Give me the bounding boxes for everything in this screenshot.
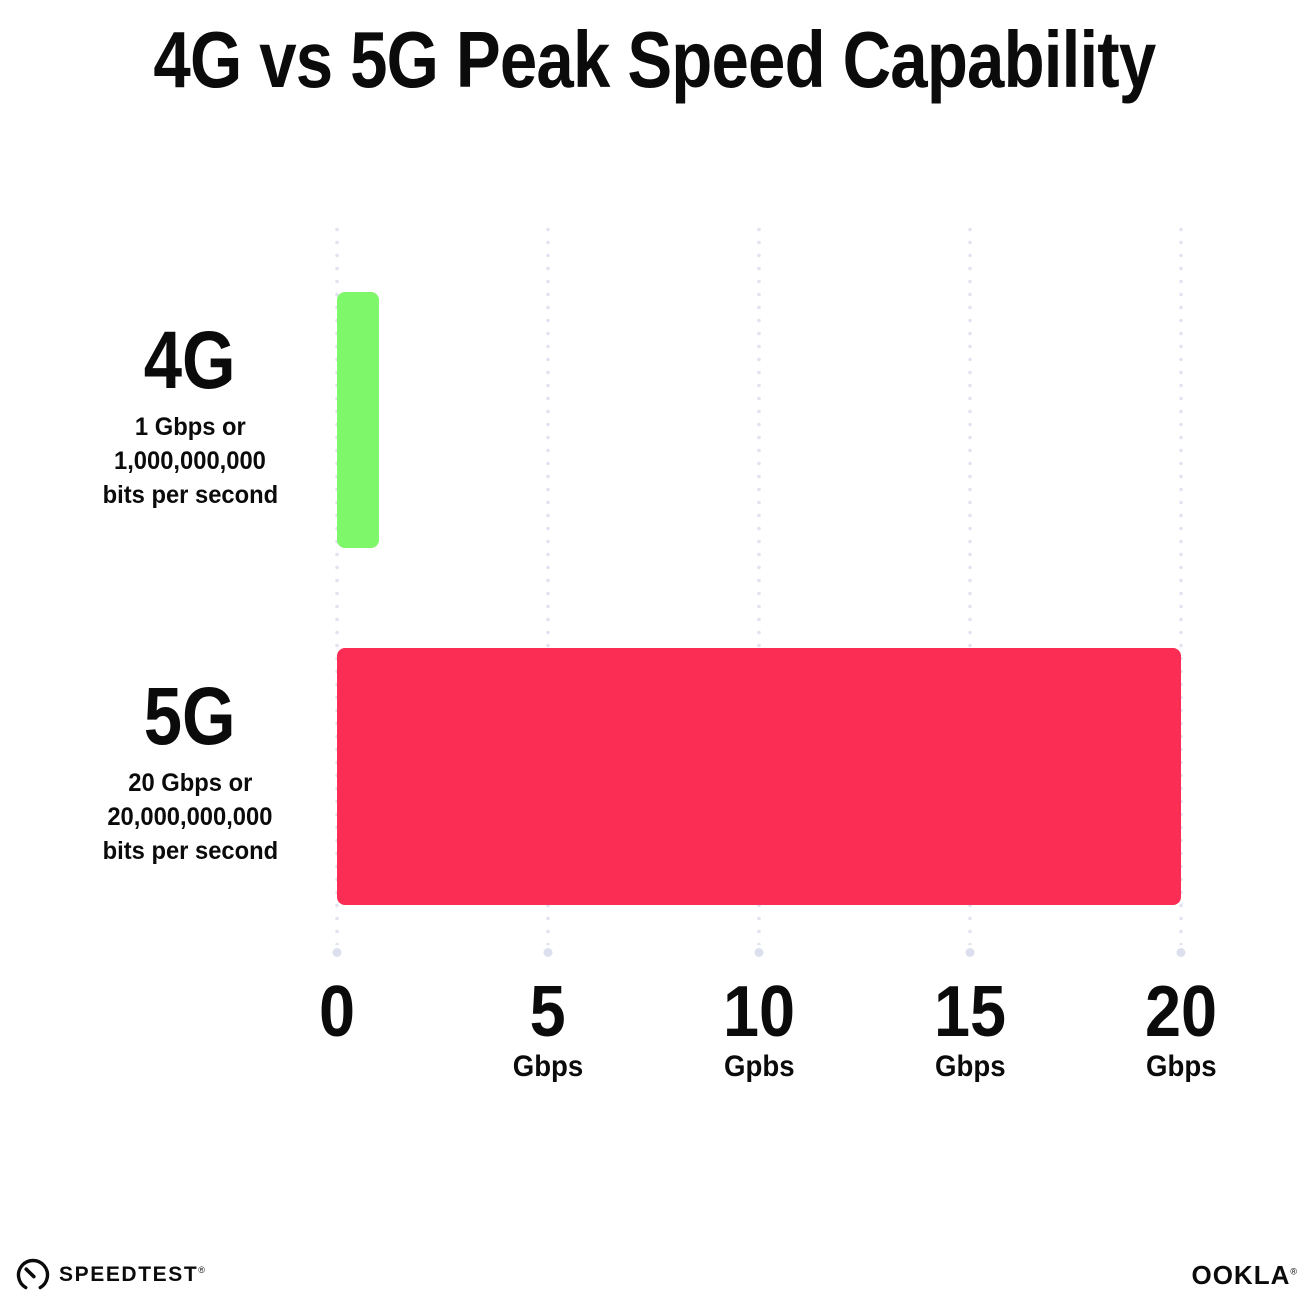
speedtest-logo: SPEEDTEST® (16, 1257, 205, 1293)
speedtest-gauge-icon (16, 1258, 50, 1292)
speedtest-wordmark: SPEEDTEST® (59, 1263, 205, 1286)
gridline-5 (546, 223, 550, 945)
sublabel-line: bits per second (102, 481, 278, 509)
sublabel-line: 20,000,000,000 (107, 803, 273, 831)
category-label-5g: 5G 20 Gbps or 20,000,000,000 bits per se… (40, 676, 340, 868)
plot-area (335, 223, 1183, 956)
x-axis: 0 5 Gbps 10 Gpbs 15 Gbps 20 Gbps (319, 972, 1217, 1107)
x-tick-20: 20 Gbps (1141, 972, 1221, 1083)
sublabel-line: 1 Gbps or (134, 413, 246, 441)
category-name-4g: 4G (144, 315, 236, 406)
x-tick-value: 0 (318, 972, 356, 1052)
ookla-logo: OOKLA® (1191, 1260, 1297, 1291)
x-tick-value: 10 (722, 972, 796, 1052)
bar-5g (337, 648, 1181, 905)
gridline-20 (1179, 223, 1183, 945)
x-tick-unit: Gbps (512, 1050, 584, 1083)
gridline-15 (968, 223, 972, 945)
bar-4g (337, 292, 380, 548)
x-tick-unit: Gbps (1145, 1050, 1217, 1083)
category-sublabel-5g: 20 Gbps or 20,000,000,000 bits per secon… (40, 766, 340, 868)
x-tick-unit: Gbps (934, 1050, 1006, 1083)
x-tick-10: 10 Gpbs (719, 972, 799, 1083)
speedtest-trademark: ® (198, 1265, 205, 1275)
ookla-wordmark: OOKLA (1191, 1260, 1291, 1290)
gridline-10 (757, 223, 761, 945)
x-tick-unit: Gpbs (723, 1050, 795, 1083)
chart-title-text: 4G vs 5G Peak Speed Capability (153, 15, 1156, 104)
x-tick-value: 5 (529, 972, 567, 1052)
x-tick-0: 0 (317, 972, 357, 1083)
x-tick-15: 15 Gbps (930, 972, 1010, 1083)
x-tick-value: 15 (933, 972, 1007, 1052)
sublabel-line: 1,000,000,000 (114, 447, 266, 475)
gridline-0 (335, 223, 339, 945)
sublabel-line: 20 Gbps or (127, 769, 253, 797)
sublabel-line: bits per second (102, 837, 278, 865)
category-label-4g: 4G 1 Gbps or 1,000,000,000 bits per seco… (40, 320, 340, 512)
x-tick-5: 5 Gbps (510, 972, 587, 1083)
chart-title: 4G vs 5G Peak Speed Capability (0, 14, 1308, 106)
category-name-5g: 5G (144, 671, 236, 762)
ookla-trademark: ® (1290, 1266, 1297, 1277)
category-sublabel-4g: 1 Gbps or 1,000,000,000 bits per second (40, 410, 340, 512)
x-tick-value: 20 (1144, 972, 1218, 1052)
